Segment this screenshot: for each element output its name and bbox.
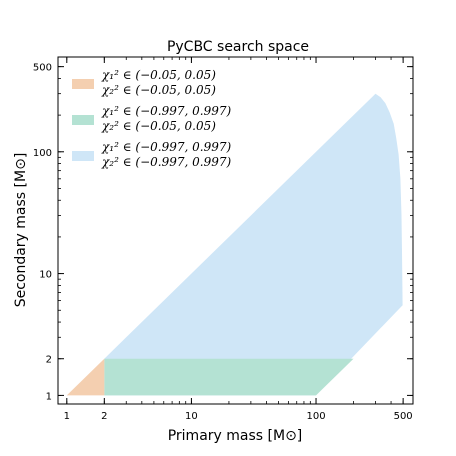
x-tick-label: 10: [185, 411, 198, 422]
x-tick-label: 1: [64, 411, 70, 422]
legend-label-green-line2: χ₂² ∈ (−0.05, 0.05): [101, 119, 216, 133]
legend-label-blue-line2: χ₂² ∈ (−0.997, 0.997): [101, 155, 231, 169]
y-tick-label: 100: [33, 148, 52, 159]
plot-areas: [66, 93, 403, 396]
region-green: [104, 358, 354, 396]
x-tick-label: 2: [101, 411, 107, 422]
y-tick-label: 500: [33, 63, 52, 74]
legend-swatch-orange: [72, 79, 94, 89]
chart-title: PyCBC search space: [167, 39, 309, 55]
y-tick-label: 10: [39, 270, 52, 281]
y-tick-label: 2: [46, 355, 52, 366]
legend-label-green-line1: χ₁² ∈ (−0.997, 0.997): [101, 104, 231, 118]
legend-label-orange-line1: χ₁² ∈ (−0.05, 0.05): [101, 68, 216, 82]
y-axis-label: Secondary mass [M⊙]: [13, 153, 29, 308]
y-tick-label: 1: [46, 391, 52, 402]
legend-label-blue-line1: χ₁² ∈ (−0.997, 0.997): [101, 140, 231, 154]
axis-ticks: 1 2 10 100 500 1 2 10 100 500: [33, 56, 414, 422]
legend-label-orange-line2: χ₂² ∈ (−0.05, 0.05): [101, 83, 216, 97]
legend: χ₁² ∈ (−0.05, 0.05)χ₂² ∈ (−0.05, 0.05)χ₁…: [72, 68, 231, 169]
x-tick-label: 100: [306, 411, 325, 422]
region-orange: [66, 358, 105, 396]
region-blue: [104, 93, 403, 396]
legend-swatch-blue: [72, 151, 94, 161]
plot-frame: [57, 56, 414, 405]
x-tick-label: 500: [394, 411, 413, 422]
x-axis-label: Primary mass [M⊙]: [168, 428, 303, 444]
legend-swatch-green: [72, 115, 94, 125]
